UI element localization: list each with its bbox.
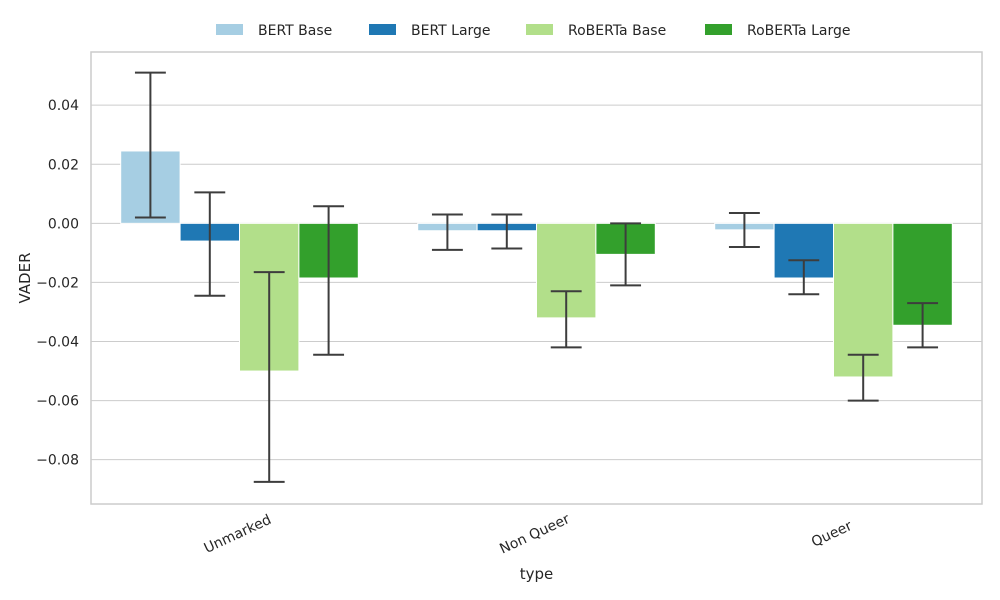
legend-swatch	[369, 24, 396, 35]
legend: BERT Base BERT Large RoBERTa Base RoBERTa L…	[216, 23, 850, 39]
legend-item: BERT Base	[216, 23, 332, 39]
error-bar	[728, 212, 760, 248]
legend-swatch	[705, 24, 732, 35]
y-tick-label: −0.06	[36, 394, 79, 410]
error-bar	[847, 353, 879, 402]
bars	[120, 150, 953, 378]
error-bar	[253, 271, 285, 483]
legend-label: BERT Large	[411, 23, 491, 39]
legend-item: BERT Large	[369, 23, 491, 39]
y-axis-label: VADER	[16, 252, 34, 303]
error-bar	[431, 213, 463, 251]
x-axis-label: type	[520, 565, 554, 583]
legend-label: RoBERTa Large	[747, 23, 850, 39]
y-tick-label: 0.02	[48, 157, 79, 173]
error-bars	[134, 71, 939, 483]
legend-label: BERT Base	[258, 23, 332, 39]
x-tick-labels: Unmarked Non Queer Queer	[202, 511, 855, 557]
legend-swatch	[216, 24, 243, 35]
y-tick-label: 0.00	[48, 216, 79, 232]
x-tick-label: Queer	[809, 518, 855, 551]
x-tick-label: Non Queer	[497, 511, 572, 557]
legend-swatch	[526, 24, 553, 35]
x-tick-label: Unmarked	[202, 512, 274, 557]
y-tick-label: 0.04	[48, 98, 79, 114]
y-tick-label: −0.02	[36, 275, 79, 291]
error-bar	[907, 302, 939, 349]
error-bar	[491, 213, 523, 250]
error-bar	[134, 71, 166, 219]
error-bar	[788, 259, 820, 296]
plot-frame	[90, 51, 983, 505]
legend-item: RoBERTa Base	[526, 23, 666, 39]
y-tick-label: −0.04	[36, 335, 79, 351]
y-tick-label: −0.08	[36, 453, 79, 469]
error-bar	[194, 191, 226, 297]
legend-item: RoBERTa Large	[705, 23, 850, 39]
error-bar	[610, 222, 642, 287]
error-bar	[550, 290, 582, 349]
legend-label: RoBERTa Base	[568, 23, 666, 39]
error-bar	[313, 205, 345, 356]
y-tick-labels: −0.08 −0.06 −0.04 −0.02 0.00 0.02 0.04	[36, 98, 79, 469]
